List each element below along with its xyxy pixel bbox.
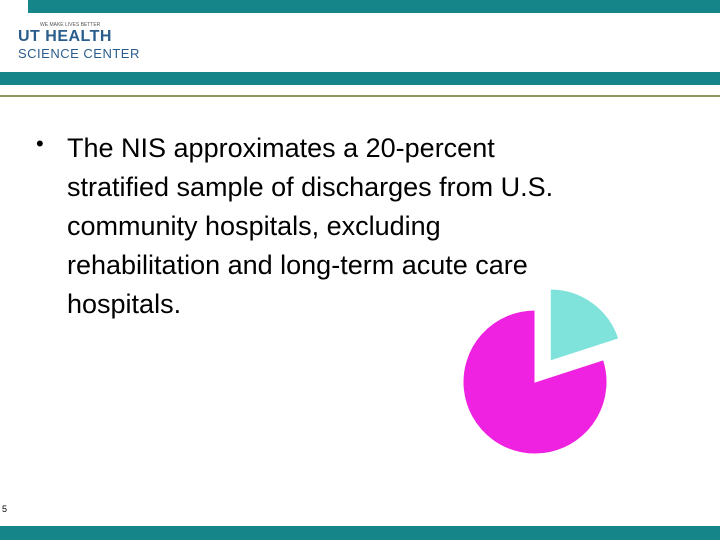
header-rule [0,95,720,97]
pie-slice [549,288,620,362]
bullet-line: stratified sample of discharges from U.S… [67,172,554,202]
bottom-bar [0,526,720,540]
slide-number: 5 [2,504,8,514]
header-bar [0,72,720,85]
bullet-line: The NIS approximates a 20-percent [67,133,495,163]
bullet-dot: • [36,131,44,156]
logo-line: UT HEALTH [18,28,112,45]
logo-line: SCIENCE CENTER [18,46,140,61]
bullet-line: hospitals. [67,289,182,319]
pie-slice [462,309,608,455]
bullet-line: community hospitals, excluding [67,211,441,241]
logo-tagline: WE MAKE LIVES BETTER [40,22,101,28]
bullet-line: rehabilitation and long-term acute care [67,250,528,280]
top-bar [28,0,720,13]
